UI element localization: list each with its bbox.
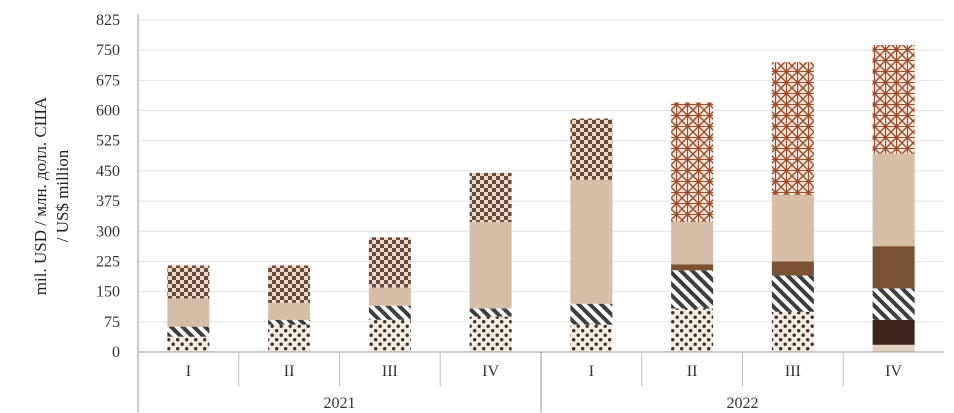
bar-segment-series-5 <box>368 287 411 306</box>
bar-segment-series-3 <box>469 308 512 317</box>
bar-segment-series-2 <box>167 336 210 352</box>
y-tick-label: 150 <box>96 284 120 301</box>
x-tick-label: I <box>589 363 594 380</box>
bar-segment-series-3 <box>570 303 613 325</box>
y-tick-label: 825 <box>96 12 120 29</box>
bar-segment-series-5 <box>570 179 613 304</box>
y-tick-label: 675 <box>96 72 120 89</box>
bar-segment-series-5 <box>771 195 814 262</box>
bar-segment-series-7 <box>671 102 714 223</box>
y-tick-label: 750 <box>96 42 120 59</box>
bar-segment-series-4 <box>872 246 915 289</box>
bar-segment-series-6 <box>469 172 512 223</box>
bar-segment-series-5 <box>469 222 512 309</box>
y-axis-ticks: 0 75 150 225 300 375 450 525 600 675 750 825 <box>96 12 120 361</box>
bar-segment-series-5 <box>872 153 915 247</box>
bar-segment-series-7 <box>771 62 814 196</box>
bar-segment-series-6 <box>167 265 210 299</box>
bar-segment-series-2 <box>771 311 814 352</box>
bar-segment-series-3 <box>167 326 210 337</box>
y-tick-label: 300 <box>96 223 120 240</box>
bar-segment-series-5 <box>671 222 714 265</box>
bar-segment-series-3 <box>671 270 714 309</box>
bar-segment-series-3 <box>872 288 915 320</box>
bar-segment-series-2 <box>570 324 613 352</box>
y-tick-label: 450 <box>96 163 120 180</box>
bar-segment-series-0 <box>872 344 915 352</box>
x-tick-label: III <box>382 363 398 380</box>
x-group-label: 2021 <box>324 395 356 412</box>
y-tick-label: 525 <box>96 133 120 150</box>
x-tick-label: IV <box>482 363 499 380</box>
x-tick-label: II <box>284 363 295 380</box>
x-tick-label: II <box>687 363 698 380</box>
bar-segment-series-2 <box>268 324 311 352</box>
y-tick-label: 600 <box>96 103 120 120</box>
y-axis-label-line-1: mil. USD / млн. долл. США <box>31 96 50 295</box>
bar-segment-series-2 <box>368 319 411 352</box>
x-tick-label: III <box>785 363 801 380</box>
bar-segment-series-3 <box>368 305 411 320</box>
bar-segment-series-7 <box>872 44 915 154</box>
bar-segment-series-2 <box>671 308 714 352</box>
x-group-label: 2022 <box>727 395 759 412</box>
y-tick-label: 0 <box>112 344 120 361</box>
y-tick-label: 225 <box>96 253 120 270</box>
bar-segment-series-5 <box>167 298 210 327</box>
x-tick-label: I <box>186 363 191 380</box>
bar-segment-series-2 <box>469 316 512 352</box>
bar-segment-series-5 <box>268 302 311 320</box>
bar-segment-series-3 <box>771 275 814 312</box>
bar-segment-series-3 <box>268 319 311 325</box>
bar-segment-series-4 <box>771 261 814 276</box>
bar-segment-series-6 <box>268 265 311 303</box>
gridlines <box>138 19 944 323</box>
y-tick-label: 375 <box>96 193 120 210</box>
bar-segment-series-1 <box>872 319 915 345</box>
bar-segment-series-4 <box>671 264 714 271</box>
bar-segment-series-6 <box>368 237 411 288</box>
bars <box>167 44 915 352</box>
y-axis-label-line-2: / US$ million <box>53 149 72 242</box>
bar-segment-series-6 <box>570 118 613 180</box>
y-tick-label: 75 <box>104 314 120 331</box>
x-tick-label: IV <box>885 363 902 380</box>
